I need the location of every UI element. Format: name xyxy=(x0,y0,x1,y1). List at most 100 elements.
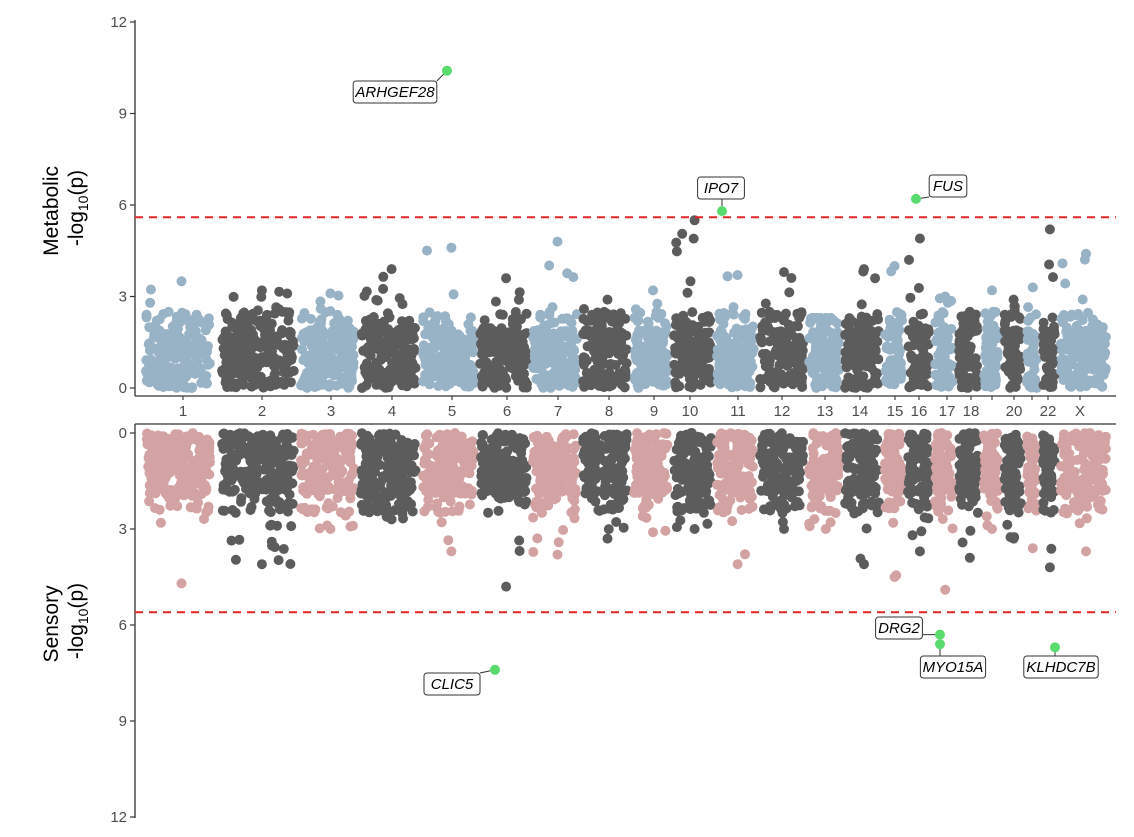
sensory-snp-point xyxy=(364,507,375,518)
sensory-snp-point xyxy=(397,486,407,497)
metabolic-snp-point xyxy=(673,366,684,377)
metabolic-snp-point xyxy=(1012,374,1023,385)
sensory-snp-point xyxy=(550,472,560,483)
metabolic-snp-point xyxy=(448,289,459,300)
metabolic-snp-point xyxy=(227,367,238,378)
sensory-snp-point xyxy=(521,496,532,507)
metabolic-snp-point xyxy=(486,372,497,383)
metabolic-snp-point xyxy=(739,361,750,372)
metabolic-snp-point xyxy=(1025,357,1036,367)
sensory-snp-point xyxy=(595,440,606,451)
metabolic-snp-point xyxy=(360,346,371,357)
metabolic-snp-point xyxy=(378,271,389,282)
sensory-snp-point xyxy=(614,502,624,513)
sensory-snp-point xyxy=(493,428,504,439)
sensory-snp-point xyxy=(681,429,692,440)
sensory-snp-point xyxy=(698,471,709,482)
metabolic-snp-point xyxy=(867,355,878,365)
sensory-snp-point xyxy=(506,471,517,482)
metabolic-snp-point xyxy=(490,296,501,307)
metabolic-snp-point xyxy=(675,322,686,333)
sensory-snp-point xyxy=(642,485,653,496)
metabolic-snp-point xyxy=(390,328,401,339)
metabolic-snp-point xyxy=(336,326,346,337)
sensory-snp-point xyxy=(680,473,691,484)
metabolic-snp-point xyxy=(1057,317,1068,328)
metabolic-snp-point xyxy=(175,316,186,327)
metabolic-snp-point xyxy=(1049,325,1059,336)
metabolic-snp-point xyxy=(695,379,706,390)
metabolic-snp-point xyxy=(856,299,867,310)
metabolic-snp-point xyxy=(305,352,315,363)
metabolic-snp-point xyxy=(680,333,691,344)
metabolic-snp-point xyxy=(1024,381,1035,392)
metabolic-snp-point xyxy=(1046,335,1057,346)
metabolic-snp-point xyxy=(313,344,324,355)
metabolic-snp-point xyxy=(1023,315,1034,326)
sensory-snp-point xyxy=(234,534,245,545)
sensory-snp-point xyxy=(465,449,476,460)
metabolic-snp-point xyxy=(384,312,395,323)
sensory-snp-point xyxy=(261,496,272,507)
metabolic-snp-point xyxy=(590,366,601,376)
sensory-snp-point xyxy=(514,496,525,507)
metabolic-snp-point xyxy=(141,375,152,386)
sensory-peak-point xyxy=(648,527,658,538)
sensory-snp-point xyxy=(546,450,557,461)
sensory-snp-point xyxy=(368,477,379,488)
sensory-snp-point xyxy=(635,477,646,488)
sensory-snp-point xyxy=(323,481,334,492)
metabolic-peak-point xyxy=(602,294,613,305)
sensory-snp-point xyxy=(531,466,542,477)
metabolic-snp-point xyxy=(1030,331,1041,342)
metabolic-snp-point xyxy=(653,327,664,337)
metabolic-snp-point xyxy=(194,337,205,348)
metabolic-snp-point xyxy=(1047,368,1058,379)
sensory-snp-point xyxy=(464,499,475,510)
metabolic-snp-point xyxy=(947,375,957,386)
metabolic-snp-point xyxy=(555,362,566,373)
metabolic-peak-point xyxy=(914,233,925,244)
metabolic-snp-point xyxy=(764,306,775,317)
metabolic-snp-point xyxy=(1028,347,1039,358)
metabolic-peak-point xyxy=(501,273,512,284)
metabolic-snp-point xyxy=(252,362,263,373)
metabolic-snp-point xyxy=(621,344,632,355)
metabolic-snp-point xyxy=(905,292,916,303)
metabolic-snp-point xyxy=(424,379,435,390)
metabolic-snp-point xyxy=(755,382,766,393)
sensory-snp-point xyxy=(648,477,659,488)
sensory-snp-point xyxy=(173,482,184,493)
metabolic-snp-point xyxy=(146,322,157,333)
metabolic-snp-point xyxy=(363,374,374,385)
sensory-snp-point xyxy=(383,445,394,456)
sensory-snp-point xyxy=(166,496,177,507)
metabolic-peak-point xyxy=(648,285,658,296)
metabolic-snp-point xyxy=(702,344,713,355)
metabolic-snp-point xyxy=(283,315,294,326)
metabolic-snp-point xyxy=(722,271,733,282)
sensory-snp-point xyxy=(385,490,396,501)
metabolic-snp-point xyxy=(158,382,169,392)
metabolic-snp-point xyxy=(716,373,727,384)
metabolic-snp-point xyxy=(954,338,965,349)
metabolic-snp-point xyxy=(653,312,664,323)
sensory-snp-point xyxy=(188,456,199,467)
sensory-snp-point xyxy=(219,480,230,491)
metabolic-snp-point xyxy=(250,370,261,381)
sensory-snp-point xyxy=(361,483,372,494)
sensory-peak-point xyxy=(552,549,563,560)
metabolic-snp-point xyxy=(343,326,354,337)
metabolic-snp-point xyxy=(578,376,589,387)
metabolic-snp-point xyxy=(1095,356,1106,367)
sensory-snp-point xyxy=(702,518,713,529)
sensory-snp-point xyxy=(297,504,308,515)
metabolic-snp-point xyxy=(1009,358,1020,369)
sensory-snp-point xyxy=(434,429,445,440)
metabolic-snp-point xyxy=(409,374,420,385)
sensory-snp-point xyxy=(321,502,332,513)
metabolic-snp-point xyxy=(324,381,335,392)
sensory-snp-point xyxy=(594,505,605,516)
metabolic-snp-point xyxy=(990,357,1001,368)
metabolic-snp-point xyxy=(285,367,296,378)
